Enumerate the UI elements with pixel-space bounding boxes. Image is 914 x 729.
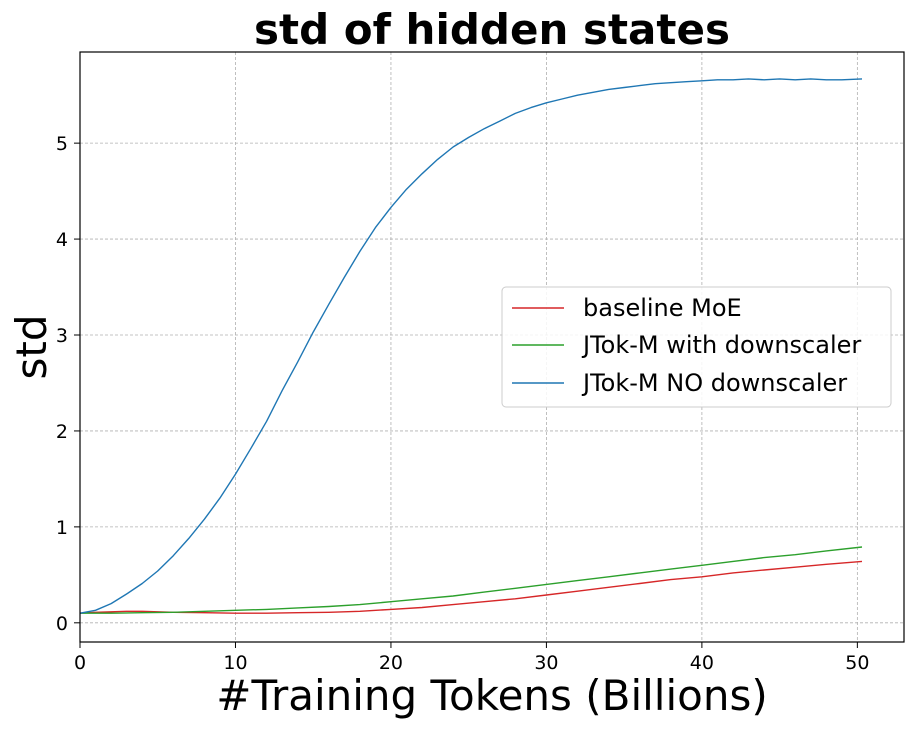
x-tick-label: 0: [74, 652, 86, 674]
y-tick-label: 2: [56, 421, 68, 443]
legend-label-jtok-m-no-downscaler: JTok-M NO downscaler: [581, 369, 847, 397]
y-tick-label: 5: [56, 133, 68, 155]
y-tick-label: 4: [56, 229, 68, 251]
chart-title: std of hidden states: [254, 5, 730, 54]
x-tick-label: 10: [223, 652, 247, 674]
legend-label-baseline-moe: baseline MoE: [583, 294, 742, 322]
x-tick-label: 50: [845, 652, 869, 674]
series-line-jtok-m-with-downscaler: [80, 546, 863, 614]
legend: baseline MoE JTok-M with downscaler JTok…: [501, 286, 892, 408]
legend-label-jtok-m-with-downscaler: JTok-M with downscaler: [581, 331, 861, 359]
x-tick-label: 20: [379, 652, 403, 674]
series-line-baseline-moe: [79, 560, 863, 614]
x-tick-label: 40: [690, 652, 714, 674]
series-lines: [79, 78, 863, 614]
y-axis-label: std: [7, 314, 56, 379]
plot-frame: [79, 51, 905, 643]
x-axis-label: #Training Tokens (Billions): [216, 671, 767, 720]
y-tick-label: 1: [56, 517, 68, 539]
x-tick-label: 30: [534, 652, 558, 674]
y-tick-label: 0: [56, 613, 68, 635]
y-tick-label: 3: [56, 325, 68, 347]
legend-box: [501, 286, 892, 408]
y-ticks: 0 1 2 3 4 5: [56, 133, 80, 635]
x-ticks: 0 10 20 30 40 50: [74, 642, 869, 674]
series-line-jtok-m-no-downscaler: [79, 78, 863, 614]
